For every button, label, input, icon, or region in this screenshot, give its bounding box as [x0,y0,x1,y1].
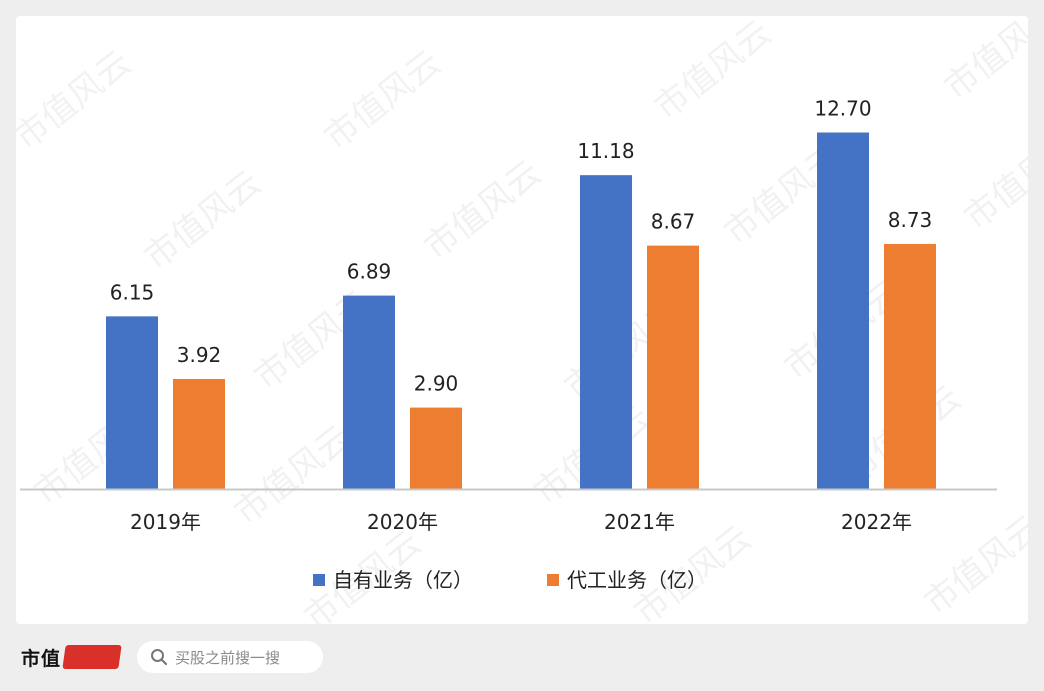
category-label: 2019年 [130,510,201,534]
watermark-text: 市值风云 [937,16,1028,108]
bar-own-business [106,316,158,489]
bar-own-business [580,175,632,489]
search-icon [149,647,169,667]
search-text: 买股之前搜一搜 [175,649,281,667]
watermark-text: 市值风云 [137,163,269,278]
legend-swatch [313,574,325,586]
legend-label: 自有业务（亿） [333,568,473,592]
chart-card: 市值风云 市值风云 市值风云 市值风云 市值风云 市值风云 市值风云 市值风云 市值风云 市值风云… [16,16,1028,624]
brand-logo: 市值 [21,642,122,672]
bar-value-label: 3.92 [177,343,222,367]
bar-value-label: 12.70 [814,97,871,121]
bar-own-business [343,295,395,489]
brand-seal [62,645,122,669]
watermark-text: 市值风云 [917,508,1028,623]
legend-label: 代工业务（亿） [567,568,707,592]
category-label: 2021年 [604,510,675,534]
bar-oem-business [173,378,225,489]
footer-bar: 市值 买股之前搜一搜 [0,624,1044,691]
watermark-text: 市值风云 [647,16,779,128]
bar-oem-business [884,243,936,489]
watermark-text: 市值风云 [417,153,549,268]
bar-oem-business [410,407,462,489]
watermark-text: 市值风云 [16,43,139,158]
category-label: 2022年 [841,510,912,534]
search-pill[interactable]: 买股之前搜一搜 [137,641,323,673]
bar-value-label: 8.67 [651,210,696,234]
legend-swatch [547,574,559,586]
bar-value-label: 11.18 [577,139,634,163]
bar-value-label: 6.15 [110,280,155,304]
category-label: 2020年 [367,510,438,534]
bar-oem-business [647,245,699,489]
watermark-text: 市值风云 [957,123,1028,238]
bar-own-business [817,132,869,489]
bar-value-label: 6.89 [347,260,392,284]
brand-text: 市值 [21,647,62,670]
category-labels-layer: 2019年 2020年 2021年 2022年 [130,510,912,534]
bar-value-label: 8.73 [888,208,933,232]
watermark-text: 市值风云 [317,43,449,158]
bars-layer [106,132,936,489]
bar-value-label: 2.90 [414,372,459,396]
legend: 自有业务（亿） 代工业务（亿） [313,568,707,592]
watermark-text: 市值风云 [227,418,359,533]
value-labels-layer: 6.15 3.92 6.89 2.90 11.18 8.67 12.70 8.73 [110,97,933,396]
